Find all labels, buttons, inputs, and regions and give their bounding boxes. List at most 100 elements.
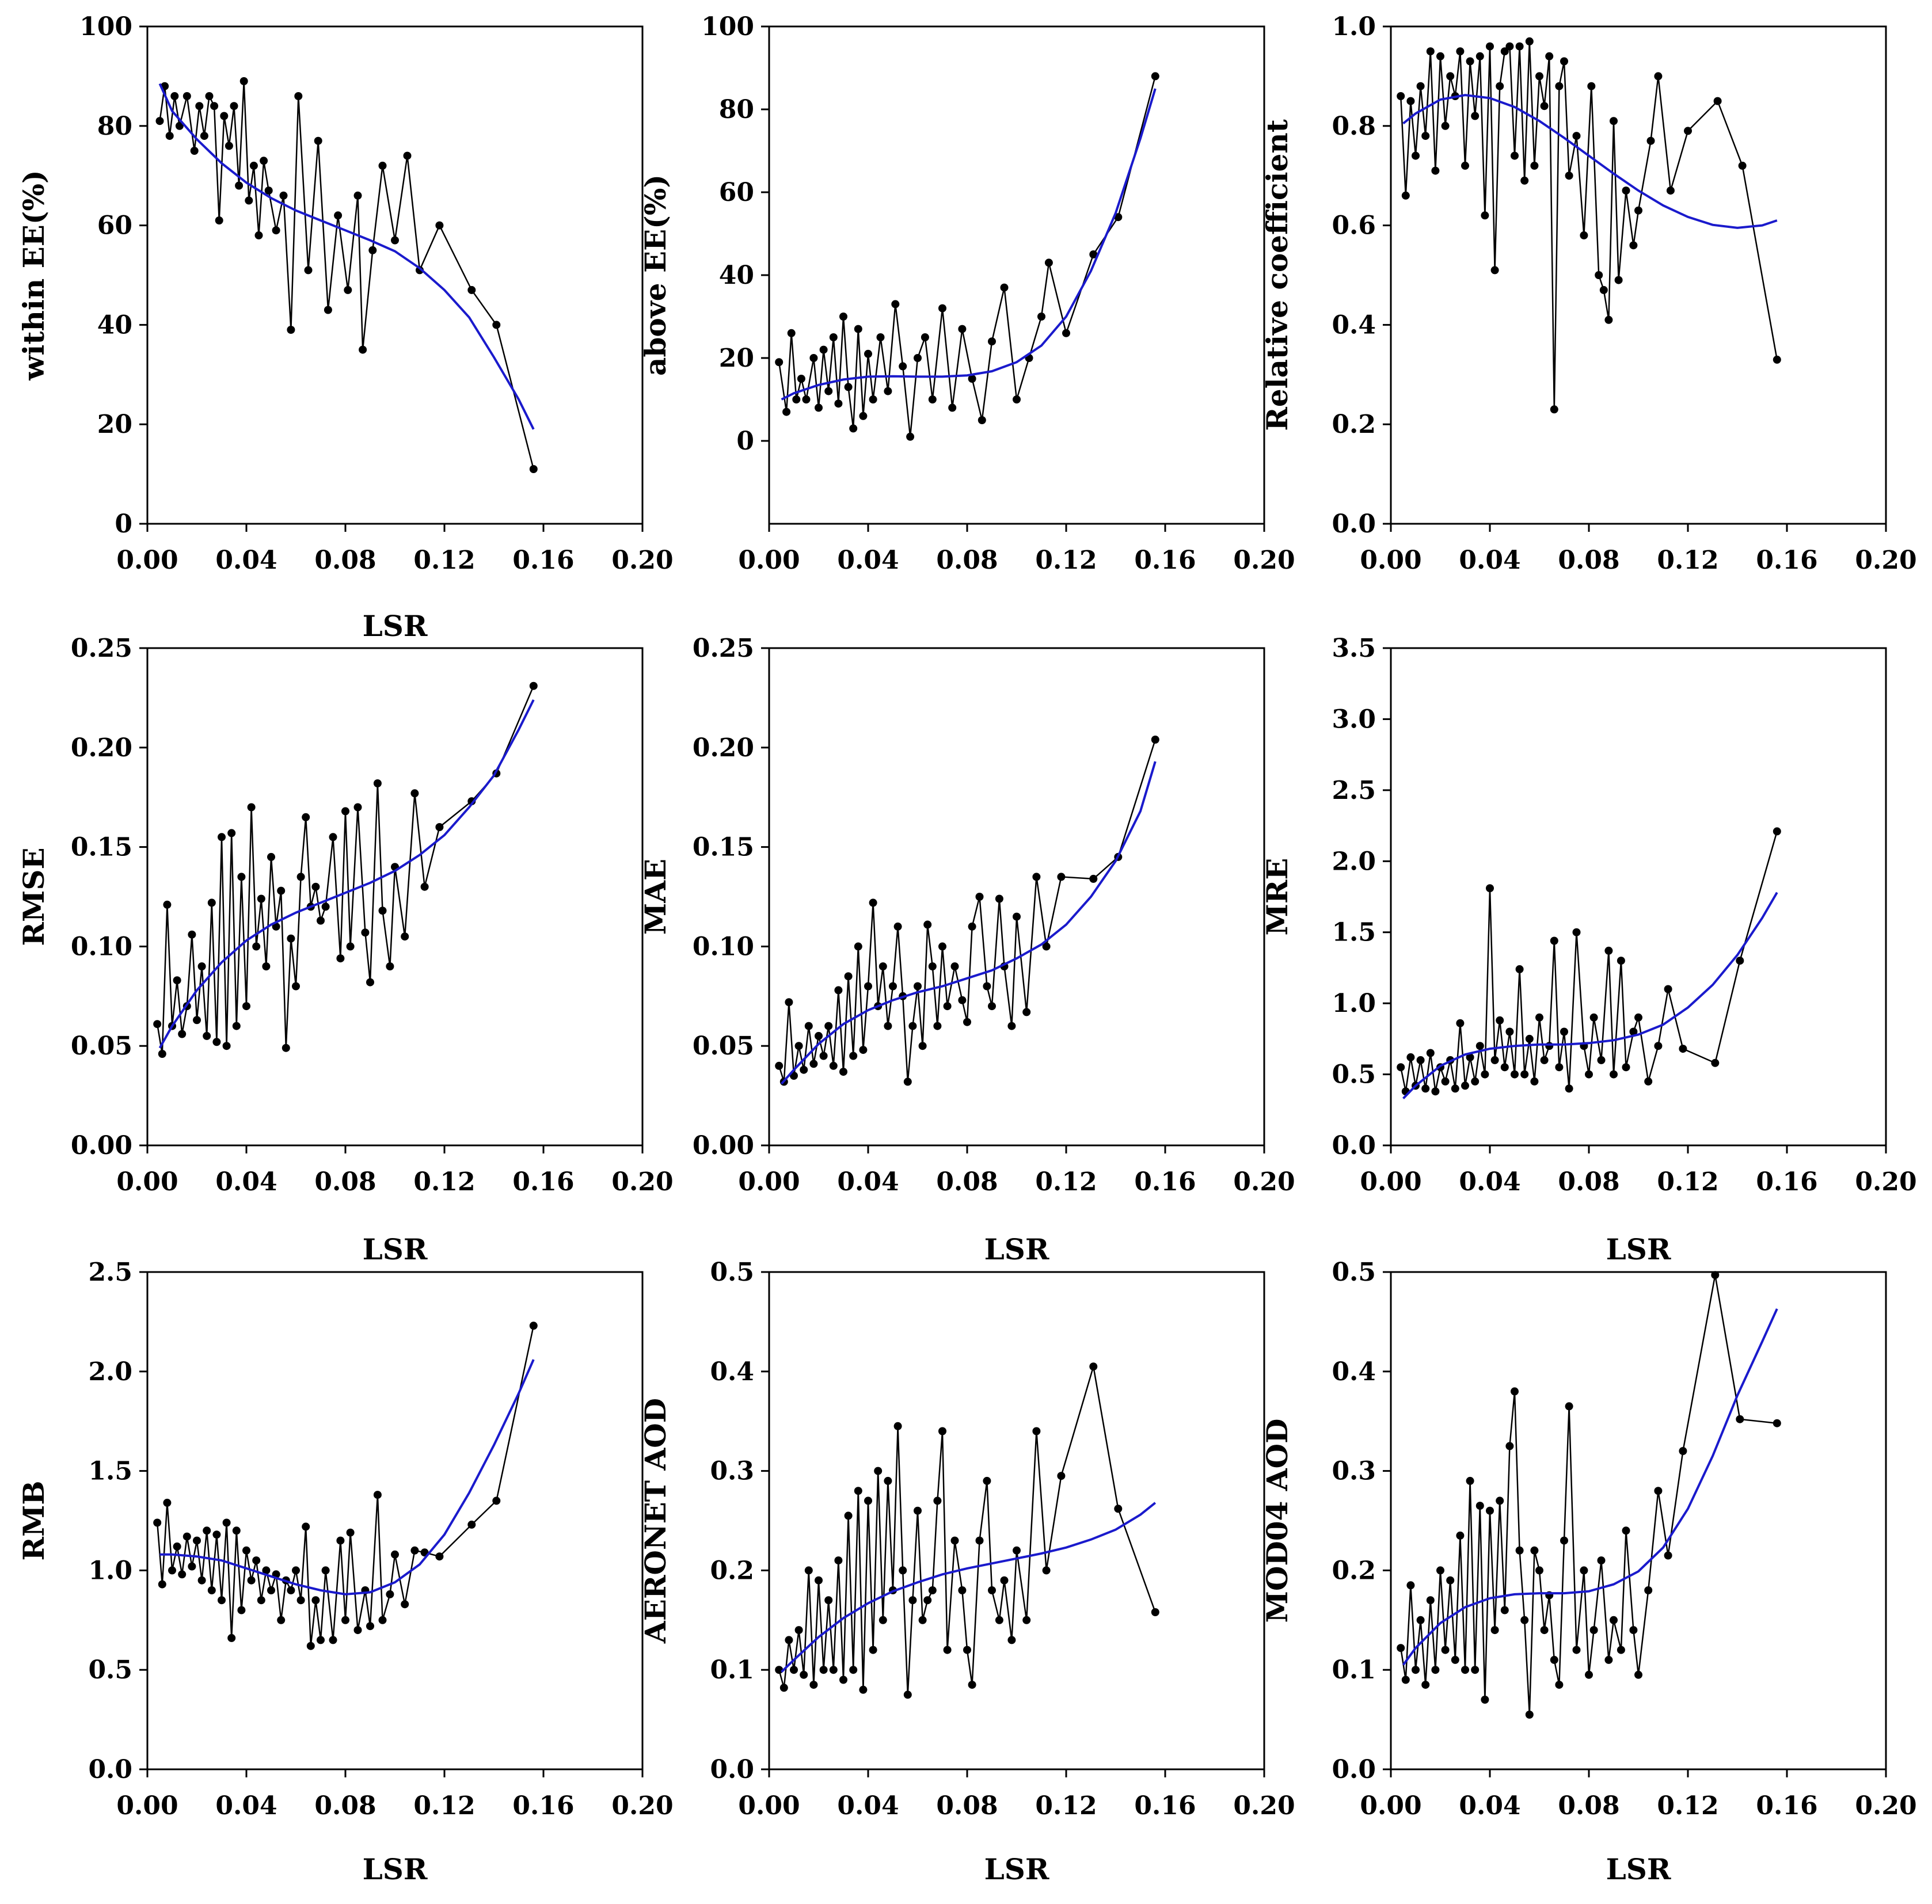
data-point [968,1681,976,1689]
data-point [1679,1447,1687,1455]
data-point [923,920,932,929]
data-point [321,1566,330,1575]
data-point [262,1566,271,1575]
data-point [257,1596,265,1605]
data-point [933,1496,942,1505]
data-point [1451,1084,1459,1093]
data-point [876,333,885,341]
data-point [1595,271,1603,279]
data-point [797,375,805,383]
data-point [361,928,370,937]
data-point [346,1528,355,1537]
y-tick-label: 0.5 [710,1258,754,1287]
data-point [1406,1053,1415,1061]
fit-curve [158,83,535,430]
y-tick-label: 80 [97,112,132,141]
data-point [1622,1063,1630,1072]
data-point [1032,873,1041,881]
x-tick-label: 0.00 [1360,1791,1421,1821]
data-point [834,1556,843,1565]
data-point [153,1020,162,1029]
data-point [988,337,996,346]
data-point [1545,1042,1554,1050]
data-point [1000,1576,1009,1585]
data-point [849,424,858,433]
y-tick-label: 0.0 [1332,1755,1376,1784]
data-point [1461,1666,1469,1674]
data-point [933,1022,942,1030]
data-point [529,1322,538,1330]
x-tick-label: 0.12 [413,1791,475,1821]
data-point [277,886,286,895]
fit-curve [781,88,1157,401]
data-point [1560,1027,1568,1036]
data-point [1496,1016,1504,1025]
data-point [1604,315,1613,324]
data-point [1505,1027,1514,1036]
data-point [262,962,271,970]
data-point [1496,82,1504,90]
x-tick-label: 0.04 [1459,546,1520,575]
data-point [366,978,374,987]
data-point [869,898,877,907]
data-point [975,1536,984,1545]
data-point [958,325,967,333]
observed-series-line [159,81,535,470]
data-point [790,1666,798,1674]
data-point [165,132,174,140]
data-point [336,954,345,963]
y-axis-title: RMB [17,1480,51,1560]
data-point [1475,52,1484,60]
y-tick-label: 1.0 [1332,989,1376,1018]
plot-frame [146,1271,644,1770]
x-tick-label: 0.08 [314,1167,376,1197]
data-point [800,1670,808,1679]
fit-curve [1402,94,1778,229]
data-point [1500,1063,1509,1072]
data-point [366,1622,374,1631]
data-point [1520,176,1529,185]
x-tick-label: 0.00 [738,546,800,575]
x-tick-label: 0.20 [611,1791,673,1821]
x-tick-label: 0.12 [1035,546,1097,575]
data-point [1416,1616,1425,1624]
fit-curve [158,699,535,1049]
data-point [1475,1042,1484,1050]
plot-frame [1390,1271,1887,1770]
data-point [824,387,833,395]
data-point [353,191,362,200]
data-point [834,986,843,995]
data-point [249,161,258,170]
data-point [239,77,248,85]
data-point [341,807,349,816]
data-point [401,1600,409,1609]
data-point [1500,47,1509,56]
plot-frame [768,647,1265,1147]
y-tick-label: 0.0 [710,1755,754,1784]
data-point [1431,1087,1440,1096]
data-point [1089,874,1098,883]
data-point [1587,82,1596,90]
data-point [222,1518,231,1527]
data-point [247,803,256,812]
plot-frame [768,1271,1265,1770]
data-point [492,321,501,329]
data-point [815,1031,823,1040]
data-point [200,132,208,140]
data-point [878,962,887,970]
y-tick-label: 0.10 [693,932,754,961]
y-tick-label: 0.5 [1332,1060,1376,1090]
data-point [1736,957,1744,965]
data-point [1032,1427,1041,1435]
data-point [849,1052,858,1060]
data-point [1654,1487,1663,1495]
y-tick-label: 0.15 [71,833,132,862]
x-axis-title: LSR [1606,1232,1671,1266]
data-point [188,930,196,939]
data-point [1490,1056,1499,1064]
data-point [1535,1566,1543,1575]
data-point [819,1052,828,1060]
data-point [1580,1566,1588,1575]
x-tick-label: 0.04 [215,1167,277,1197]
